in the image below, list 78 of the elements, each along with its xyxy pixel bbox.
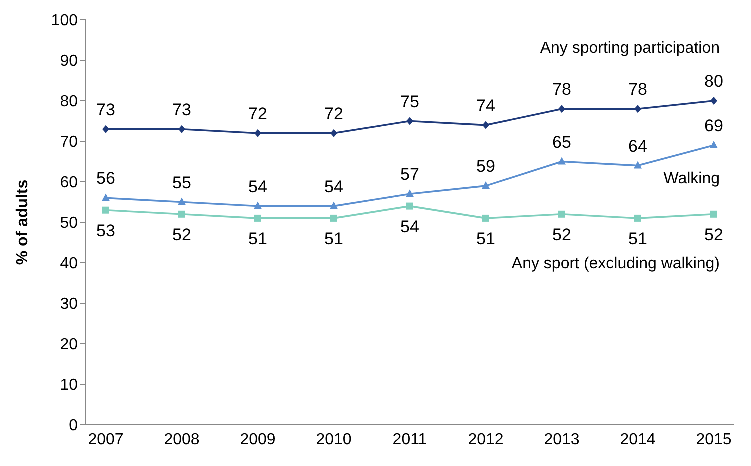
x-tick-label: 2007	[88, 431, 124, 448]
data-label: 69	[704, 116, 724, 136]
y-tick-label: 20	[60, 336, 78, 354]
point	[406, 190, 414, 198]
x-tick-label: 2008	[164, 431, 200, 448]
data-label: 72	[248, 104, 268, 124]
data-label: 64	[628, 136, 648, 156]
point	[482, 214, 490, 222]
point	[710, 141, 718, 149]
data-label: 57	[400, 165, 420, 184]
x-tick-label: 2010	[316, 431, 352, 448]
y-tick-label: 60	[60, 174, 78, 192]
x-tick-label: 2012	[468, 431, 504, 448]
point	[330, 214, 338, 222]
data-label: 65	[552, 132, 572, 152]
point	[254, 202, 262, 210]
point	[482, 121, 490, 130]
x-tick-label: 2011	[392, 431, 428, 448]
text: Any sporting participation	[540, 40, 720, 57]
point	[710, 97, 718, 105]
data-label: 51	[248, 229, 268, 248]
point	[482, 182, 490, 190]
y-tick-label: 30	[60, 296, 78, 314]
data-label: 80	[704, 72, 724, 91]
point	[254, 214, 262, 222]
x-tick-label: 2014	[620, 431, 656, 448]
data-label: 51	[476, 229, 496, 248]
point	[558, 157, 566, 165]
data-label: 54	[324, 177, 344, 196]
point	[558, 105, 566, 114]
point	[634, 214, 642, 222]
y-tick-label: 50	[60, 215, 78, 232]
data-label: 78	[552, 80, 572, 100]
point	[254, 129, 262, 138]
text: Any sport (excluding walking)	[512, 255, 720, 272]
data-label: 54	[248, 177, 268, 196]
x-tick-label: 2009	[240, 431, 276, 448]
point	[102, 194, 110, 202]
y-axis-title: % of adults	[14, 180, 32, 266]
point	[178, 210, 186, 218]
y-tick-label: 90	[60, 53, 78, 70]
data-label: 52	[172, 225, 192, 244]
point	[330, 129, 338, 138]
data-label: 54	[400, 217, 420, 236]
data-label: 56	[96, 169, 116, 188]
data-label: 75	[400, 92, 420, 112]
point	[406, 202, 414, 210]
data-label: 53	[96, 221, 116, 240]
data-label: 55	[172, 173, 192, 192]
x-tick-label: 2013	[544, 431, 580, 448]
series-label: Walking	[664, 170, 720, 188]
y-tick-label: 10	[60, 377, 78, 394]
x-tick-label: 2015	[696, 431, 732, 448]
data-label: 73	[96, 100, 116, 120]
data-label: 73	[172, 100, 192, 120]
data-label: 59	[476, 157, 496, 176]
data-label: 51	[324, 229, 344, 248]
data-label: 51	[628, 229, 648, 248]
data-label: 52	[704, 225, 724, 244]
point	[558, 210, 566, 218]
y-tick-label: 70	[60, 134, 78, 152]
y-tick-label: 0	[69, 418, 78, 435]
point	[634, 105, 642, 114]
data-label: 74	[476, 96, 496, 116]
point	[330, 202, 338, 210]
point	[710, 210, 718, 218]
point	[178, 198, 186, 206]
point	[102, 125, 110, 134]
point	[102, 206, 110, 214]
data-label: 78	[628, 80, 648, 100]
y-tick-label: 100	[51, 12, 78, 30]
point	[634, 161, 642, 169]
point	[406, 117, 414, 126]
data-label: 72	[324, 104, 344, 124]
point	[178, 125, 186, 134]
y-tick-label: 80	[60, 94, 78, 111]
data-label: 52	[552, 225, 572, 244]
y-tick-label: 40	[60, 256, 78, 273]
